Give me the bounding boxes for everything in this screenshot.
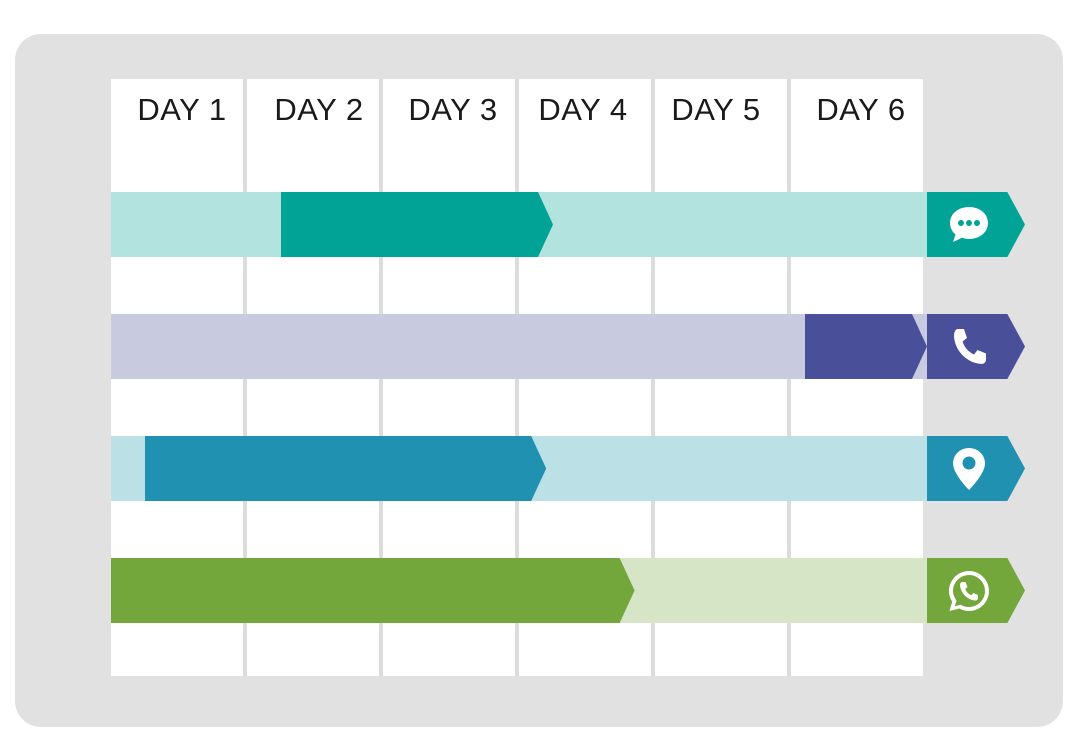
chat-bubble-icon [927,203,1011,247]
location-active-bar [145,436,546,501]
day-label-6: DAY 6 [816,92,906,127]
day-label-4: DAY 4 [538,92,628,127]
timeline-row-phone [111,314,941,379]
day-label-5: DAY 5 [671,92,761,127]
whatsapp-icon [927,568,1011,614]
phone-duration-track [111,314,941,379]
timeline-row-location [111,436,941,501]
map-pin-icon [927,446,1011,492]
day-label-2: DAY 2 [274,92,364,127]
phone-badge [927,314,1025,379]
day-label-1: DAY 1 [137,92,227,127]
timeline-row-chat [111,192,941,257]
chat-active-bar [281,192,553,257]
whatsapp-active-bar [111,558,635,623]
chat-badge [927,192,1025,257]
timeline-row-whatsapp [111,558,941,623]
phone-icon [927,325,1011,369]
location-badge [927,436,1025,501]
whatsapp-badge [927,558,1025,623]
phone-active-bar [805,314,927,379]
day-label-3: DAY 3 [408,92,498,127]
